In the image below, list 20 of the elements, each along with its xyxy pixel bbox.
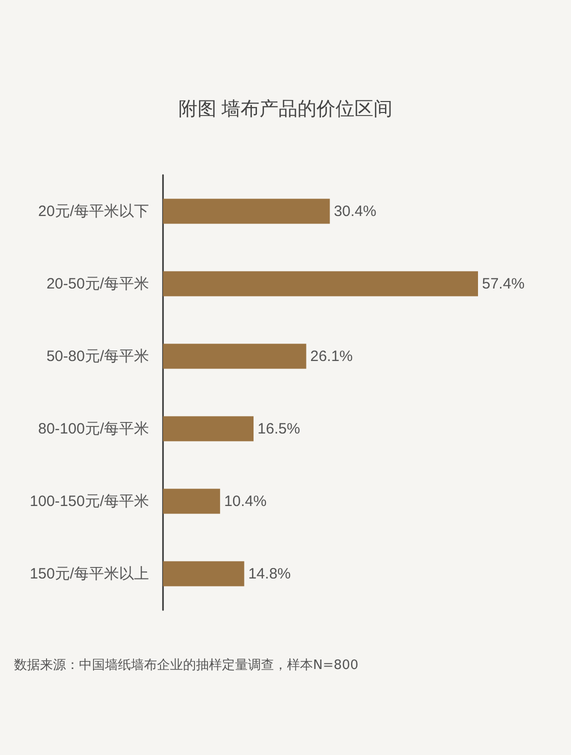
- bar: [163, 344, 306, 369]
- data-label: 57.4%: [482, 275, 525, 292]
- bar: [163, 198, 330, 224]
- y-tick-label: 20元/每平米以下: [38, 202, 149, 220]
- data-label: 26.1%: [310, 348, 353, 365]
- bar: [163, 561, 244, 586]
- y-tick-label: 20-50元/每平米: [46, 275, 149, 292]
- data-label: 16.5%: [258, 420, 300, 438]
- y-tick-label: 50-80元/每平米: [46, 348, 149, 365]
- data-label: 14.8%: [248, 565, 291, 582]
- bar: [163, 271, 478, 296]
- bar: [163, 416, 254, 442]
- y-tick-label: 100-150元/每平米: [30, 492, 149, 510]
- chart-title: 附图 墙布产品的价位区间: [178, 99, 393, 120]
- data-label: 10.4%: [224, 492, 267, 510]
- y-tick-label: 150元/每平米以上: [30, 565, 149, 582]
- y-tick-label: 80-100元/每平米: [38, 420, 149, 438]
- bar: [163, 488, 220, 514]
- source-note: 数据来源：中国墙纸墙布企业的抽样定量调查，样本N=800: [14, 657, 360, 675]
- data-label: 30.4%: [334, 202, 376, 220]
